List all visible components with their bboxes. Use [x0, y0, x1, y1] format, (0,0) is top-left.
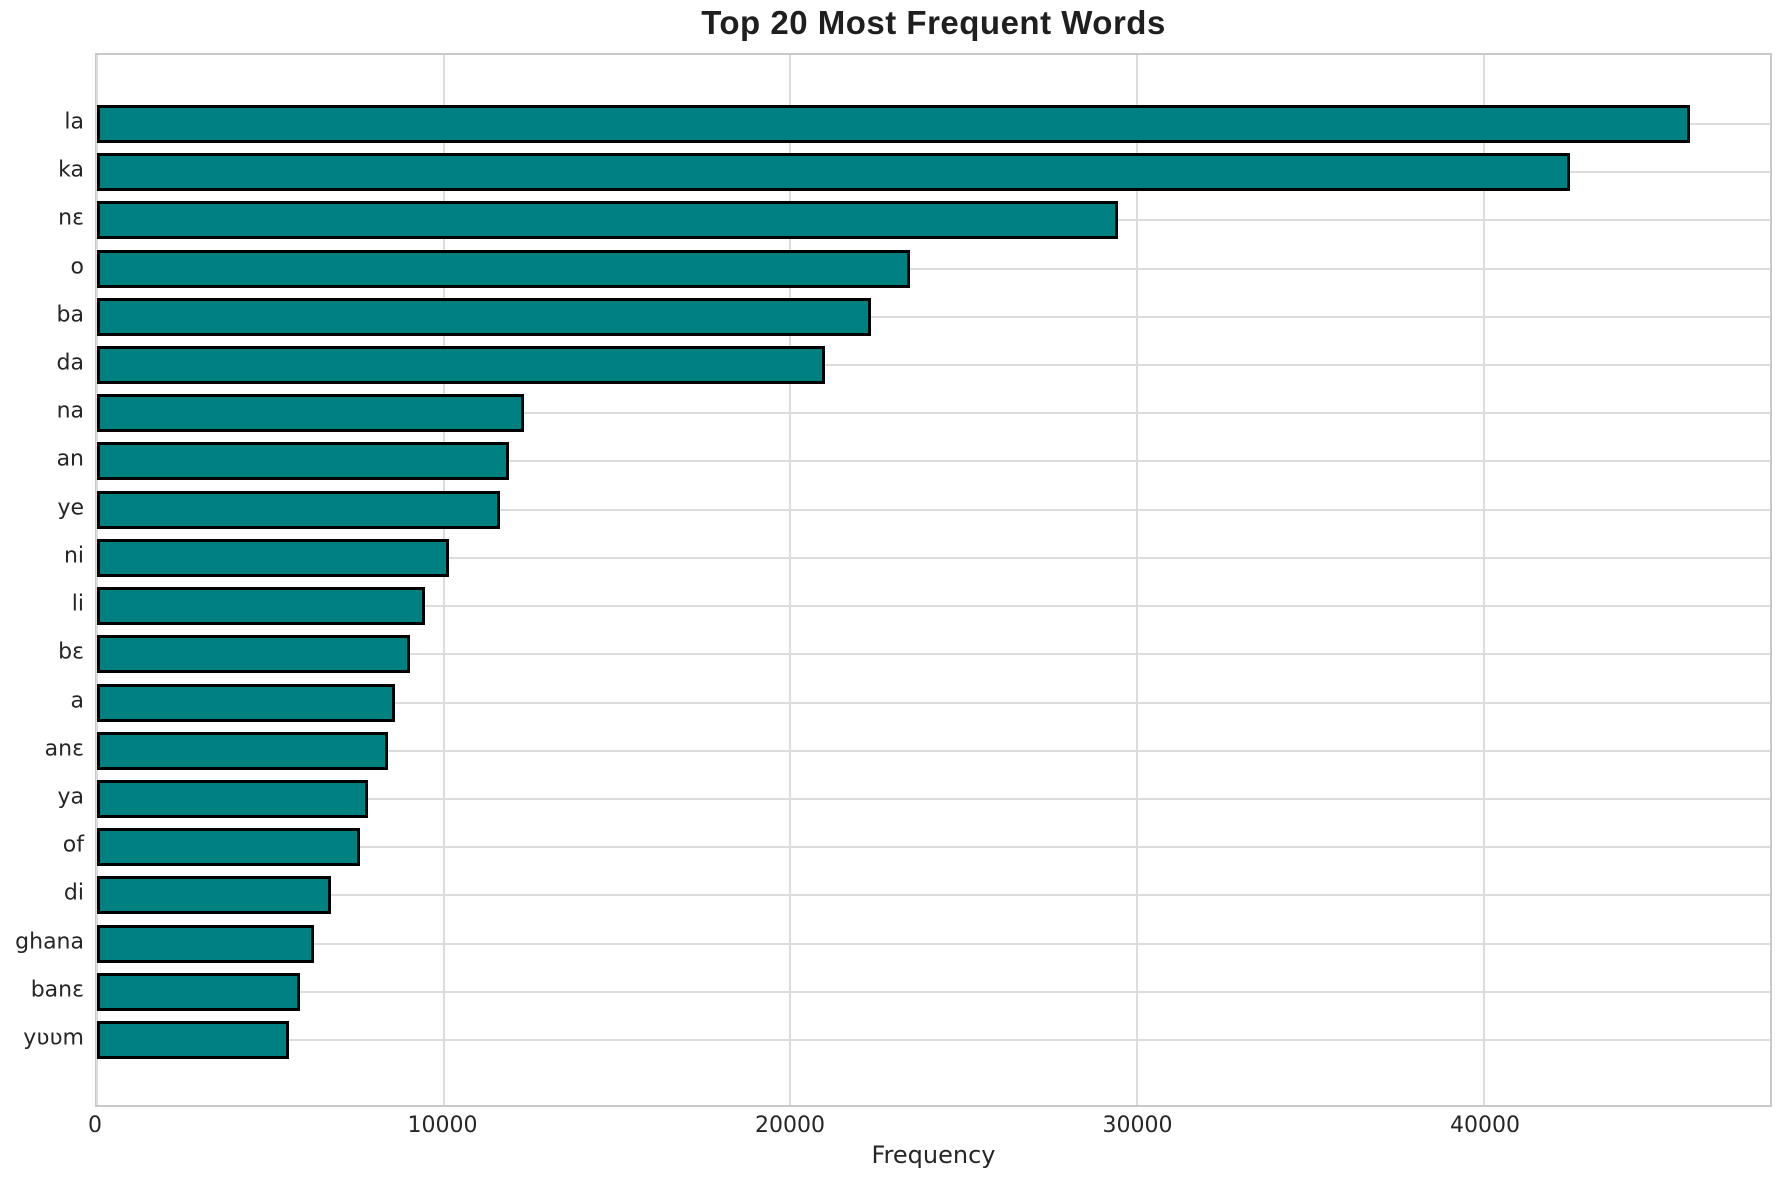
y-tick-label: of [62, 832, 84, 858]
y-tick-label: an [56, 446, 84, 472]
bar [97, 587, 426, 626]
bar [97, 924, 315, 963]
bar [97, 153, 1570, 192]
y-tick-label: na [56, 398, 84, 424]
bar [97, 538, 450, 577]
x-tick-label: 20000 [754, 1113, 825, 1138]
chart-title: Top 20 Most Frequent Words [701, 4, 1166, 41]
y-tick-label: banɛ [30, 977, 84, 1003]
x-tick-label: 0 [88, 1113, 102, 1138]
x-tick-label: 10000 [407, 1113, 478, 1138]
gridline-x [1135, 55, 1138, 1105]
bar [97, 442, 509, 481]
bar [97, 779, 369, 818]
gridline-x [442, 55, 445, 1105]
plot-area [95, 53, 1772, 1107]
gridline-x [96, 55, 98, 1105]
bar [97, 249, 910, 288]
gridline-y [97, 412, 1770, 415]
gridline-y [97, 364, 1770, 367]
bar [97, 731, 389, 770]
y-tick-label: o [70, 254, 84, 280]
gridline-x [789, 55, 792, 1105]
x-tick-label: 30000 [1102, 1113, 1173, 1138]
bar [97, 972, 301, 1011]
y-tick-label: ghana [15, 929, 84, 955]
gridline-y [97, 990, 1770, 993]
gridline-y [97, 942, 1770, 945]
gridline-y [97, 797, 1770, 800]
gridline-y [97, 508, 1770, 511]
bar [97, 490, 501, 529]
gridline-y [97, 605, 1770, 608]
y-tick-label: ye [57, 495, 84, 521]
bar [97, 683, 396, 722]
gridline-y [97, 1039, 1770, 1041]
bar [97, 1021, 289, 1059]
bar [97, 635, 411, 674]
gridline-y [97, 460, 1770, 463]
x-axis-label: Frequency [871, 1141, 996, 1169]
y-tick-label: a [70, 688, 84, 714]
gridline-y [97, 894, 1770, 897]
y-tick-label: bɛ [58, 639, 84, 665]
bar [97, 876, 332, 915]
gridline-y [97, 315, 1770, 318]
bar [97, 346, 826, 385]
gridline-x [1482, 55, 1485, 1105]
gridline-y [97, 846, 1770, 849]
x-tick-label: 40000 [1449, 1113, 1520, 1138]
bar [97, 201, 1118, 240]
y-tick-label: ba [56, 302, 84, 328]
y-tick-label: ya [57, 784, 84, 810]
y-tick-label: la [64, 109, 84, 135]
bar [97, 297, 872, 336]
y-tick-label: li [71, 591, 84, 617]
y-tick-label: yʋʋm [23, 1025, 84, 1051]
y-tick-label: ka [58, 157, 84, 183]
y-tick-label: da [56, 350, 84, 376]
y-tick-label: di [63, 880, 84, 906]
bar [97, 394, 525, 433]
gridline-y [97, 267, 1770, 270]
bar [97, 828, 361, 867]
y-tick-label: nɛ [58, 205, 84, 231]
y-tick-label: anɛ [44, 736, 84, 762]
gridline-y [97, 749, 1770, 752]
gridline-y [97, 653, 1770, 656]
gridline-y [97, 556, 1770, 559]
bar [97, 105, 1691, 143]
y-tick-label: ni [63, 543, 84, 569]
gridline-y [97, 701, 1770, 704]
